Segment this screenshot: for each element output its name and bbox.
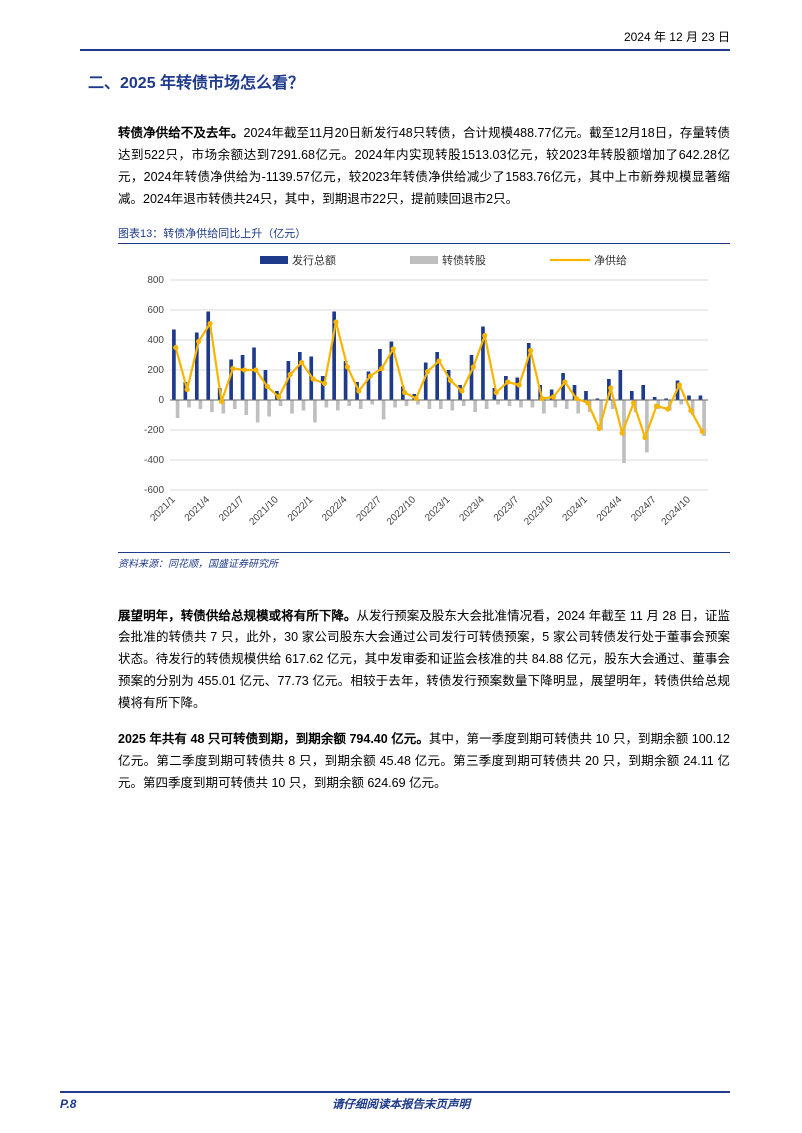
p3-bold: 2025 年共有 48 只可转债到期，到期余额 794.40 亿元。 [118,732,429,746]
svg-text:2023/4: 2023/4 [457,494,487,524]
svg-text:-400: -400 [144,455,164,466]
svg-text:2022/10: 2022/10 [385,494,419,528]
svg-text:2021/1: 2021/1 [148,494,178,524]
p1-bold: 转债净供给不及去年。 [118,126,244,140]
svg-text:200: 200 [147,365,164,376]
chart-title-rule [118,243,730,244]
paragraph-1: 转债净供给不及去年。2024年截至11月20日新发行48只转债，合计规模488.… [118,123,730,211]
svg-text:2022/4: 2022/4 [320,494,350,524]
svg-text:2024/10: 2024/10 [660,494,694,528]
footer-rule [60,1091,730,1093]
svg-text:2023/7: 2023/7 [492,494,522,524]
svg-text:2021/7: 2021/7 [217,494,247,524]
svg-text:发行总额: 发行总额 [292,253,336,267]
svg-text:2024/1: 2024/1 [561,494,591,524]
svg-text:-600: -600 [144,485,164,496]
footer-disclaimer: 请仔细阅读本报告末页声明 [332,1096,470,1112]
chart-title: 图表13：转债净供给同比上升（亿元） [118,225,730,241]
svg-text:2023/10: 2023/10 [522,494,556,528]
p2-bold: 展望明年，转债供给总规模或将有所下降。 [118,609,356,623]
page-number: P.8 [60,1097,76,1111]
svg-text:2021/4: 2021/4 [183,494,213,524]
chart-source: 资料来源：同花顺，国盛证券研究所 [118,552,730,570]
svg-text:2022/7: 2022/7 [354,494,384,524]
paragraph-2: 展望明年，转债供给总规模或将有所下降。从发行预案及股东大会批准情况看，2024 … [118,606,730,715]
header-date: 2024 年 12 月 23 日 [80,28,730,45]
chart-container: -600 -400 -200 0 200 400 600 800 发行总额 转债转股 净供给 2021… [118,250,730,550]
svg-text:2024/4: 2024/4 [595,494,625,524]
footer: P.8 请仔细阅读本报告末页声明 [0,1091,802,1111]
section-title: 二、2025 年转债市场怎么看？ [88,69,730,93]
svg-text:净供给: 净供给 [594,253,627,267]
paragraph-3: 2025 年共有 48 只可转债到期，到期余额 794.40 亿元。其中，第一季… [118,729,730,795]
svg-text:800: 800 [147,275,164,286]
svg-text:400: 400 [147,335,164,346]
svg-text:转债转股: 转债转股 [442,253,486,267]
svg-text:-200: -200 [144,425,164,436]
header-rule [80,49,730,51]
p2-rest: 从发行预案及股东大会批准情况看，2024 年截至 11 月 28 日，证监会批准… [118,609,730,711]
svg-text:0: 0 [158,395,164,406]
svg-text:2021/10: 2021/10 [248,494,282,528]
chart-svg: -600 -400 -200 0 200 400 600 800 发行总额 转债转股 净供给 2021… [118,250,718,545]
svg-text:2023/1: 2023/1 [423,494,453,524]
svg-text:600: 600 [147,305,164,316]
svg-text:2024/7: 2024/7 [629,494,659,524]
svg-text:2022/1: 2022/1 [286,494,316,524]
